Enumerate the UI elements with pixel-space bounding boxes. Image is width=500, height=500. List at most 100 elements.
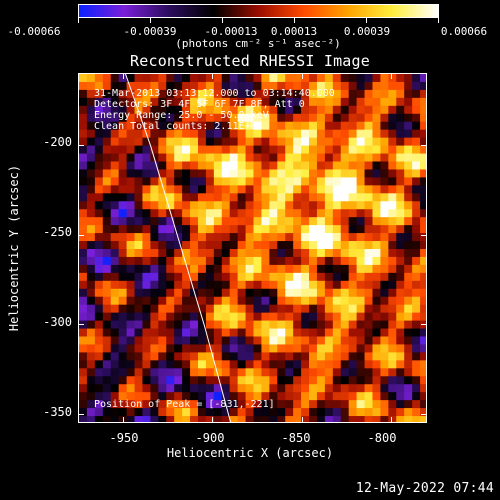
heatmap-cell [150,113,159,123]
heatmap-cell [126,400,136,409]
colorbar-tick-label: 0.00013 [270,25,318,38]
heatmap-cell [396,384,405,393]
heatmap-cell [285,408,294,417]
heatmap-cell [190,400,199,409]
heatmap-cell [269,74,278,83]
heatmap-cell [174,81,183,91]
heatmap-cell [94,177,104,186]
heatmap-cell [221,89,231,99]
heatmap-cell [174,400,183,409]
heatmap-cell [126,344,136,353]
heatmap-cell [420,368,426,377]
heatmap-cell [110,264,120,274]
heatmap-cell [301,288,310,298]
heatmap-cell [404,81,413,91]
heatmap-cell [277,249,286,258]
heatmap-cell [150,121,159,131]
heatmap-cell [221,233,231,242]
heatmap-cell [79,400,88,409]
heatmap-cell [118,145,128,155]
heatmap-cell [324,360,334,369]
heatmap-cell [364,336,374,346]
heatmap-cell [110,249,120,258]
heatmap-cell [86,400,96,409]
heatmap-cell [277,137,286,147]
heatmap-cell [285,201,294,210]
heatmap-cell [94,352,104,361]
heatmap-cell [404,209,413,218]
heatmap-cell [86,416,96,422]
heatmap-cell [404,113,413,123]
heatmap-cell [150,241,159,250]
heatmap-cell [142,416,151,422]
heatmap-cell [356,105,366,115]
heatmap-cell [102,416,112,422]
heatmap-cell [197,249,207,258]
heatmap-cell [301,249,310,258]
heatmap-cell [110,304,120,314]
heatmap-cell [396,105,405,115]
heatmap-cell [245,177,255,186]
heatmap-cell [126,416,136,422]
heatmap-cell [412,376,421,385]
heatmap-cell [158,256,167,266]
heatmap-cell [301,272,310,282]
heatmap-cell [293,185,302,194]
x-axis-label: Heliocentric X (arcsec) [166,446,334,460]
heatmap-cell [412,320,421,330]
heatmap-cell [285,225,294,234]
heatmap-cell [372,272,382,282]
heatmap-cell [285,217,294,226]
heatmap-cell [182,264,191,274]
heatmap-cell [293,153,302,163]
heatmap-cell [388,193,397,202]
heatmap-cell [213,296,223,306]
heatmap-cell [301,137,310,147]
heatmap-cell [86,145,96,155]
heatmap-cell [380,81,389,91]
heatmap-cell [261,225,270,234]
heatmap-cell [150,201,159,210]
heatmap-cell [301,121,310,131]
heatmap-cell [316,408,326,417]
heatmap-cell [142,408,151,417]
heatmap-cell [229,89,239,99]
heatmap-cell [110,185,120,194]
heatmap-cell [324,416,334,422]
heatmap-cell [332,249,342,258]
heatmap-cell [126,384,136,393]
heatmap-cell [134,344,144,353]
heatmap-cell [340,296,350,306]
heatmap-cell [94,161,104,171]
heatmap-cell [245,400,255,409]
heatmap-cell [324,328,334,338]
heatmap-cell [261,288,270,298]
heatmap-cell [237,233,247,242]
heatmap-cell [166,416,175,422]
heatmap-cell [412,344,421,353]
heatmap-cell [142,384,151,393]
heatmap-cell [150,392,159,401]
heatmap-cell [86,304,96,314]
heatmap-cell [190,304,199,314]
heatmap-cell [348,392,358,401]
heatmap-cell [301,153,310,163]
heatmap-cell [190,272,199,282]
heatmap-cell [380,153,389,163]
heatmap-cell [324,185,334,194]
heatmap-cell [213,416,223,422]
heatmap-cell [293,241,302,250]
heatmap-cell [396,89,405,99]
heatmap-cell [134,81,144,91]
heatmap-cell [150,129,159,139]
heatmap-cell [380,241,389,250]
heatmap-cell [197,408,207,417]
heatmap-cell [174,408,183,417]
heatmap-cell [166,201,175,210]
heatmap-cell [316,328,326,338]
heatmap-cell [404,368,413,377]
heatmap-cell [102,368,112,377]
heatmap-cell [174,304,183,314]
heatmap-cell [190,384,199,393]
heatmap-cell [86,360,96,369]
